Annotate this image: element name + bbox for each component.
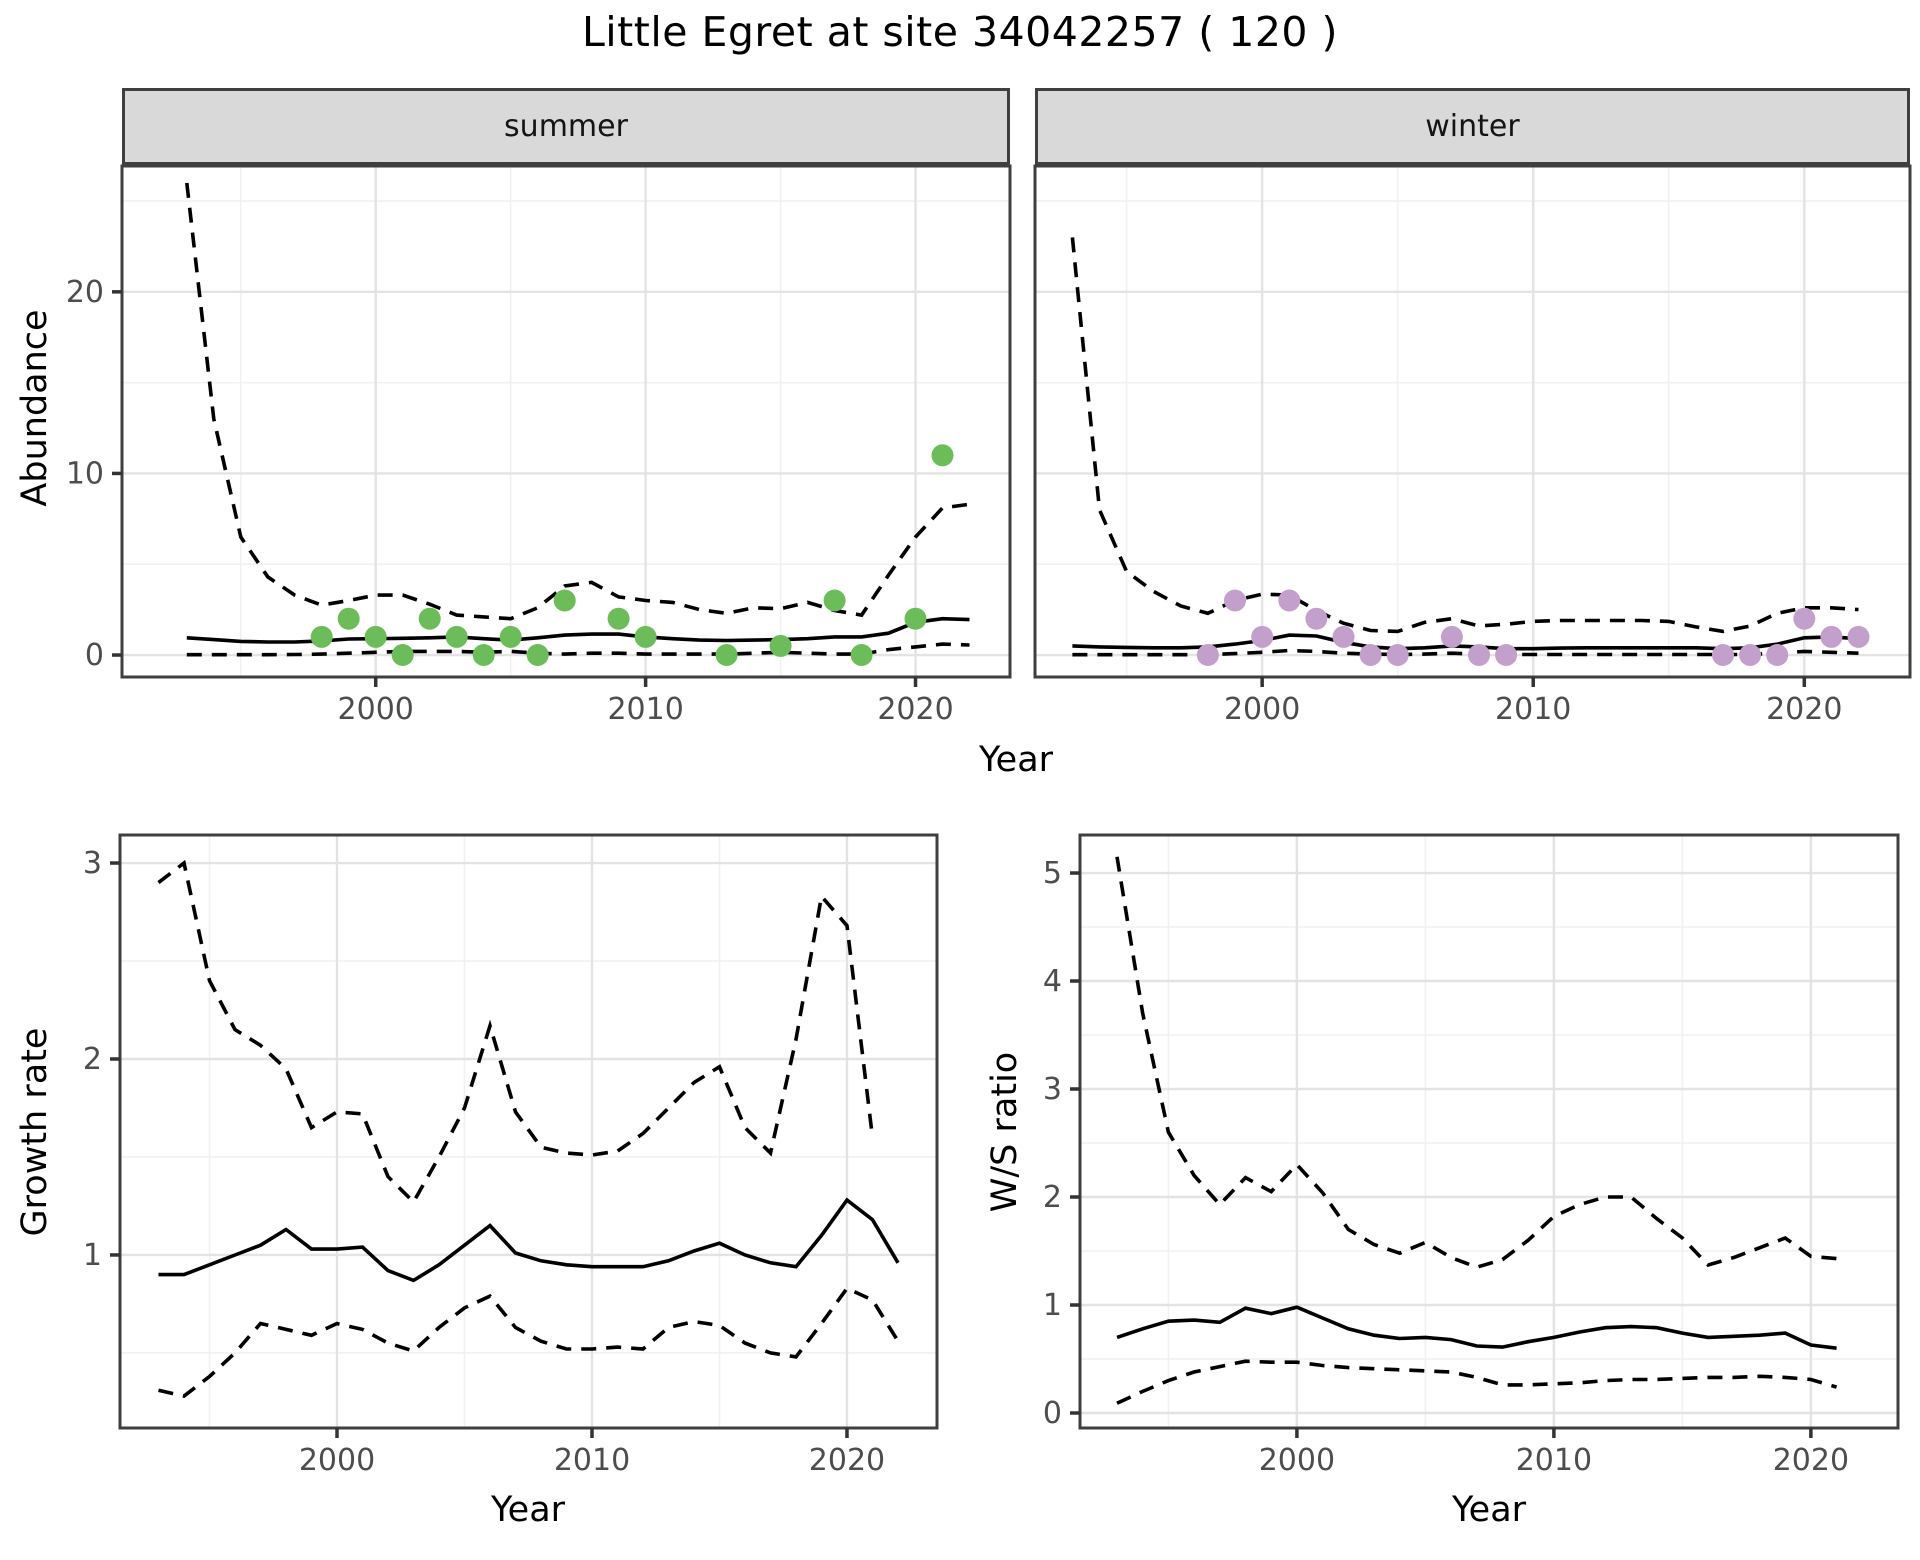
y-tick-label: 3 — [83, 846, 102, 881]
x-tick-label: 2020 — [877, 692, 953, 727]
x-tick-label: 2010 — [607, 692, 683, 727]
data-point — [904, 607, 927, 630]
y-tick-label: 1 — [1043, 1288, 1062, 1323]
data-point — [769, 634, 792, 657]
panel-border — [118, 833, 939, 1430]
x-tick-label: 2020 — [809, 1443, 885, 1478]
winter_counts — [1196, 589, 1870, 666]
data-point — [445, 625, 468, 648]
facet-label-winter: winter — [1425, 109, 1520, 144]
data-point — [607, 607, 630, 630]
y-tick-label: 0 — [1043, 1396, 1062, 1431]
series-lower_95ci — [158, 1286, 900, 1399]
data-point — [310, 625, 333, 648]
y-axis-title-growth-rate: Growth rate — [15, 1027, 55, 1237]
data-point — [1820, 625, 1843, 648]
series-lower_95ci — [1116, 1359, 1838, 1405]
series-upper_95ci — [157, 859, 875, 1205]
y-tick-label: 5 — [1043, 856, 1062, 891]
data-point — [1278, 589, 1301, 612]
data-point — [850, 644, 873, 666]
data-point — [391, 644, 414, 666]
y-tick-label: 0 — [85, 638, 104, 673]
series-upper_95ci — [185, 182, 970, 621]
x-axis-title-year-bottom-right: Year — [1451, 1490, 1527, 1530]
series-group — [1115, 856, 1838, 1405]
panel-D: 2000 2010 2020 0 1 2 3 4 5 — [1043, 833, 1900, 1478]
x-tick-label: 2020 — [1766, 692, 1842, 727]
y-tick-label: 10 — [66, 456, 104, 491]
x-tick-label: 2010 — [554, 1443, 630, 1478]
panel-border — [1033, 164, 1912, 679]
data-point — [553, 589, 576, 612]
summer_counts — [310, 444, 954, 666]
data-point — [1386, 644, 1409, 666]
panel-border — [120, 164, 1012, 679]
x-axis-title-year-top: Year — [978, 740, 1054, 780]
data-point — [1196, 644, 1219, 666]
y-axis-title-ws-ratio: W/S ratio — [985, 1051, 1025, 1213]
series-median — [158, 1197, 900, 1283]
panel-C: 2000 2010 2020 1 2 3 — [83, 833, 939, 1478]
data-point — [526, 644, 549, 666]
panel-bg — [1035, 166, 1910, 677]
data-point — [364, 625, 387, 648]
data-point — [823, 589, 846, 612]
data-point — [715, 644, 738, 666]
y-tick-label: 2 — [83, 1042, 102, 1077]
x-tick-label: 2010 — [1516, 1443, 1592, 1478]
data-point — [1359, 644, 1382, 666]
series-upper_95ci — [1070, 237, 1859, 634]
data-point — [1251, 625, 1274, 648]
data-point — [499, 625, 522, 648]
y-tick-label: 2 — [1043, 1180, 1062, 1215]
facet-strip-winter: winter — [1035, 88, 1910, 165]
y-axis-title-abundance: Abundance — [15, 309, 55, 507]
panel-A: 2000 2010 2020 0 10 20 — [66, 164, 1012, 727]
y-tick-label: 20 — [66, 275, 104, 310]
x-tick-label: 2000 — [1259, 1443, 1335, 1478]
x-axis-title-year-bottom-left: Year — [490, 1490, 566, 1530]
data-point — [1793, 607, 1816, 630]
y-tick-label: 3 — [1043, 1072, 1062, 1107]
x-tick-label: 2010 — [1495, 692, 1571, 727]
y-tick-label: 1 — [83, 1238, 102, 1273]
data-point — [1440, 625, 1463, 648]
x-tick-label: 2000 — [338, 692, 414, 727]
data-point — [1495, 644, 1518, 666]
x-tick-label: 2020 — [1773, 1443, 1849, 1478]
data-point — [1766, 644, 1789, 666]
data-point — [472, 644, 495, 666]
y-tick-label: 4 — [1043, 964, 1062, 999]
x-tick-label: 2000 — [299, 1443, 375, 1478]
panel-bg — [1080, 835, 1898, 1428]
series-median — [1116, 1305, 1837, 1350]
series-group — [157, 859, 900, 1399]
x-tick-label: 2000 — [1224, 692, 1300, 727]
data-point — [634, 625, 657, 648]
data-point — [1224, 589, 1246, 612]
data-point — [1305, 607, 1328, 630]
facet-label-summer: summer — [504, 109, 628, 144]
facet-strip-summer: summer — [122, 88, 1010, 165]
series-lower_95ci — [186, 642, 970, 657]
data-point — [418, 607, 441, 630]
data-point — [1739, 644, 1762, 666]
data-point — [1847, 625, 1870, 648]
data-point — [337, 607, 360, 630]
data-point — [931, 444, 954, 467]
panel-border — [1078, 833, 1900, 1430]
data-point — [1712, 644, 1734, 666]
chart-title: Little Egret at site 34042257 ( 120 ) — [581, 8, 1339, 56]
panel-B: 2000 2010 2020 — [1033, 164, 1912, 727]
series-upper_95ci — [1115, 856, 1837, 1270]
data-point — [1468, 644, 1490, 666]
data-point — [1332, 625, 1355, 648]
